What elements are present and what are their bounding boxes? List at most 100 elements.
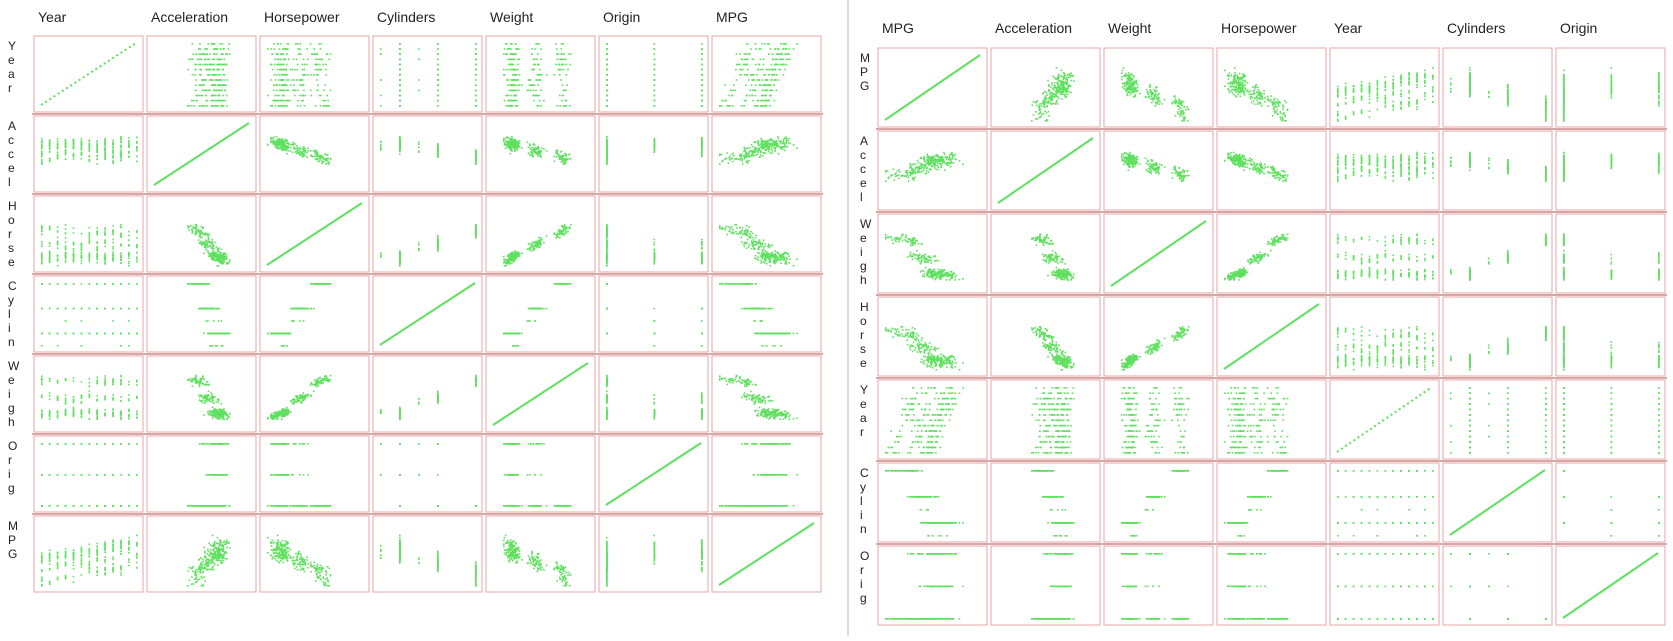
data-point [510,153,512,155]
data-point [49,226,51,228]
data-point [778,53,780,55]
data-point [533,148,535,150]
data-point [194,105,196,107]
data-point [701,100,703,102]
data-point [765,144,767,146]
data-point [437,244,439,246]
data-point [761,144,763,146]
data-point [89,261,91,263]
data-point [760,48,762,50]
data-point [517,142,519,144]
data-point [128,151,130,153]
data-point [296,59,298,61]
data-point [399,138,401,140]
data-point [559,234,561,236]
data-point [517,105,519,107]
data-point [89,241,91,243]
data-point [437,64,439,66]
data-point [204,105,206,107]
data-point [517,253,519,255]
data-point [325,64,327,66]
data-point [529,249,531,251]
data-point [327,105,329,107]
data-point [274,64,276,66]
data-point [774,147,776,149]
data-point [188,69,190,71]
data-point [212,246,214,248]
data-point [104,242,106,244]
data-point [307,150,309,152]
data-point [65,153,67,155]
data-point [214,43,216,45]
data-point [41,260,43,262]
data-point [49,243,51,245]
data-point [65,261,67,263]
data-point [287,48,289,50]
data-point [73,156,75,158]
data-point [533,245,535,247]
data-point [278,64,280,66]
data-point [606,136,608,138]
data-point [540,59,542,61]
data-point [112,140,114,142]
data-point [504,261,506,263]
data-point [104,139,106,141]
data-point [120,227,122,229]
data-point [89,259,91,261]
data-point [290,147,292,149]
data-point [749,150,751,152]
data-point [515,74,517,76]
data-point [556,53,558,55]
data-point [274,59,276,61]
data-point [297,151,299,153]
data-point [325,160,327,162]
data-point [214,53,216,55]
data-point [568,53,570,55]
data-point [207,64,209,66]
data-point [565,226,567,228]
data-point [760,59,762,61]
data-point [304,64,306,66]
data-point [540,105,542,107]
data-point [279,69,281,71]
data-point [49,147,51,149]
data-point [553,156,555,158]
data-point [300,105,302,107]
data-point [310,90,312,92]
data-point [654,142,656,144]
data-point [558,236,560,238]
data-point [399,90,401,92]
data-point [754,142,756,144]
data-point [779,59,781,61]
data-point [229,261,231,263]
data-point [475,43,477,45]
data-point [204,59,206,61]
data-point [475,158,477,160]
data-point [701,239,703,241]
data-point [281,100,283,102]
data-point [559,59,561,61]
data-point [276,95,278,97]
data-point [772,150,774,152]
data-point [529,246,531,248]
data-point [746,43,748,45]
data-point [514,90,516,92]
data-point [539,241,541,243]
data-point [561,100,563,102]
data-point [304,69,306,71]
data-point [559,157,561,159]
matrix-cell-horsepower-vs-cylinders [373,196,482,272]
data-point [211,256,213,258]
data-point [136,150,138,152]
data-point [504,48,506,50]
data-point [507,48,509,50]
data-point [538,95,540,97]
data-point [789,138,791,140]
data-point [96,257,98,259]
data-point [739,74,741,76]
data-point [222,84,224,86]
data-point [293,59,295,61]
data-point [96,234,98,236]
data-point [475,48,477,50]
data-point [563,105,565,107]
